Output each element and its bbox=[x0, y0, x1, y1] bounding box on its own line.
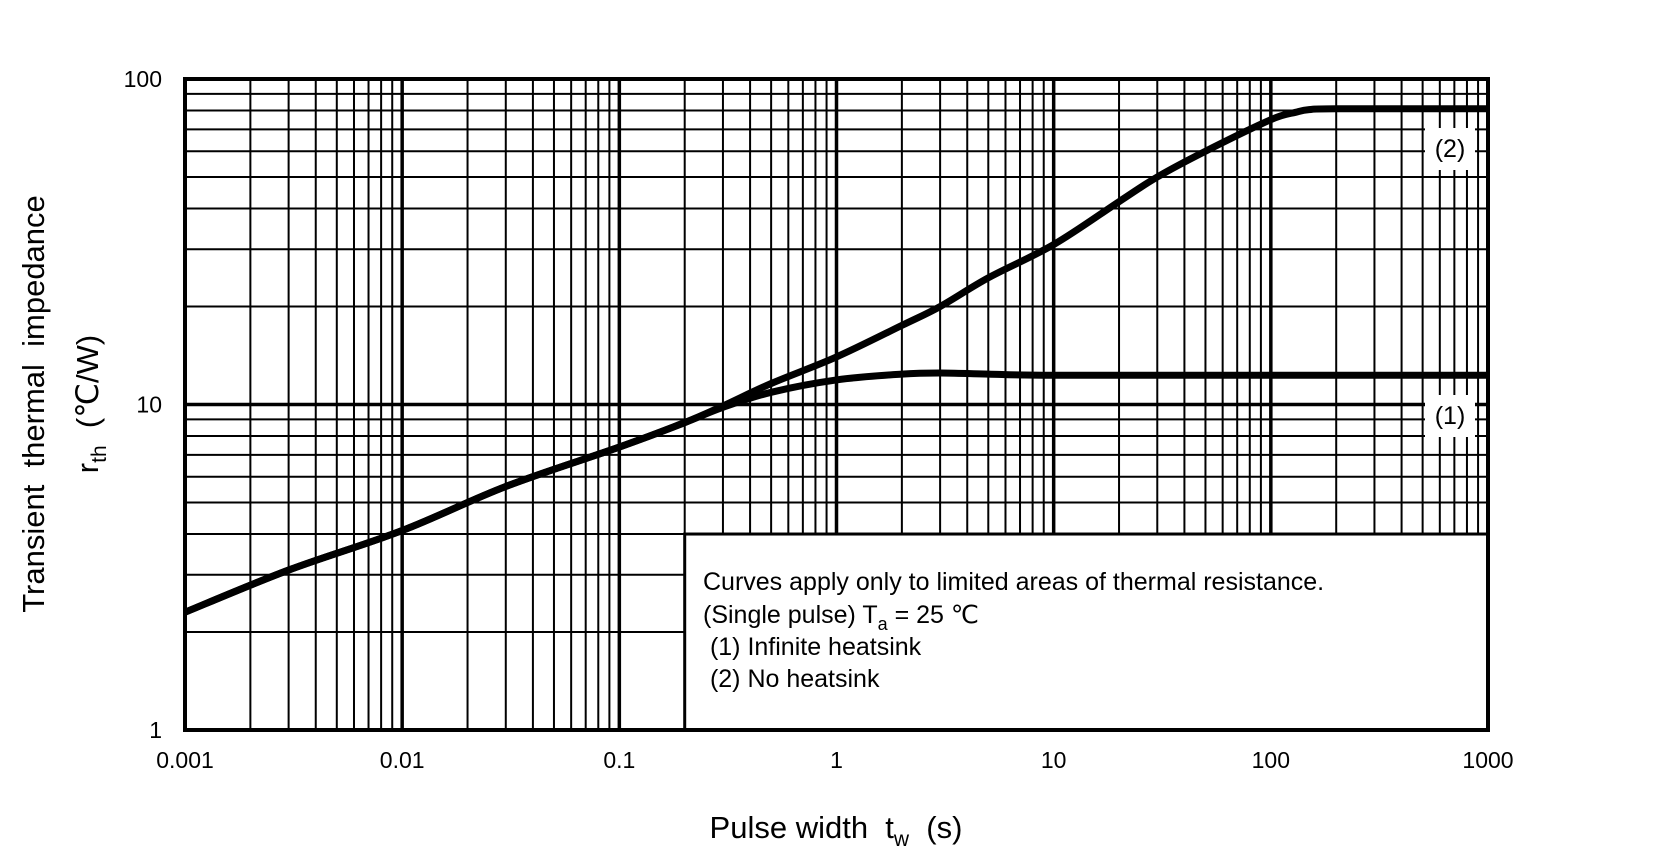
plot-frame bbox=[183, 77, 1490, 732]
curve-label-1: (1) bbox=[1435, 402, 1466, 430]
y-axis-label: Transient thermal impedance rth (℃/W) bbox=[16, 195, 111, 613]
legend-line-4: (2) No heatsink bbox=[703, 665, 880, 693]
curves bbox=[183, 105, 1489, 616]
y-tick-label: 10 bbox=[136, 392, 162, 418]
y-tick-labels: 1 10 100 bbox=[124, 66, 162, 743]
x-tick-label: 0.01 bbox=[380, 747, 425, 773]
x-axis-label: Pulse width tw (s) bbox=[710, 810, 963, 851]
x-tick-label: 10 bbox=[1041, 747, 1067, 773]
x-tick-label: 1 bbox=[830, 747, 843, 773]
x-tick-labels: 0.001 0.01 0.1 1 10 100 1000 bbox=[156, 747, 1513, 773]
x-tick-label: 100 bbox=[1252, 747, 1290, 773]
legend-line-3: (1) Infinite heatsink bbox=[703, 633, 922, 661]
curve-labels: (1) (2) bbox=[1425, 128, 1475, 437]
y-axis-label-line-1: Transient thermal impedance bbox=[16, 195, 51, 613]
y-tick-label: 100 bbox=[124, 66, 162, 92]
x-tick-label: 0.001 bbox=[156, 747, 214, 773]
legend-text: Curves apply only to limited areas of th… bbox=[703, 568, 1324, 693]
curve-label-1-bg bbox=[1425, 395, 1475, 437]
y-axis-label-line-2: rth (℃/W) bbox=[70, 335, 111, 473]
legend-line-1: Curves apply only to limited areas of th… bbox=[703, 568, 1324, 596]
legend-box bbox=[683, 532, 1490, 732]
y-tick-label: 1 bbox=[149, 717, 162, 743]
x-tick-label: 1000 bbox=[1462, 747, 1513, 773]
curve-label-2-bg bbox=[1425, 128, 1475, 170]
series-line-2 bbox=[183, 105, 1489, 616]
legend-line-2: (Single pulse) Ta = 25 ℃ bbox=[703, 601, 979, 634]
x-tick-label: 0.1 bbox=[603, 747, 635, 773]
curve-label-2: (2) bbox=[1435, 135, 1466, 163]
